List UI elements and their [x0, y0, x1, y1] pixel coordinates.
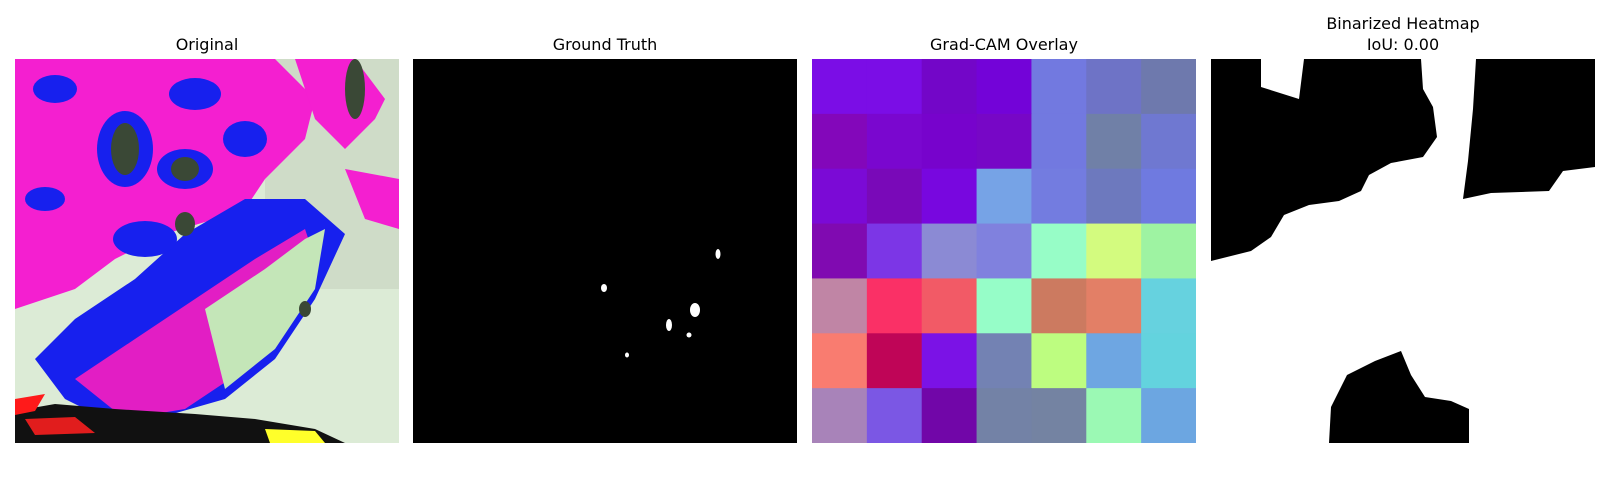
ground-truth-title-text: Ground Truth — [552, 35, 658, 54]
gradcam-cell-0-1 — [866, 59, 923, 115]
original-blue-spot-1 — [33, 75, 77, 103]
gradcam-cell-5-1 — [866, 333, 923, 389]
gradcam-cell-0-6 — [1141, 59, 1196, 115]
gradcam-cell-5-5 — [1086, 333, 1142, 389]
gradcam-cell-5-6 — [1141, 333, 1196, 389]
binarized-title-text: Binarized Heatmap — [1326, 14, 1480, 33]
mask-blob-3 — [690, 303, 700, 317]
gradcam-panel: Grad-CAM Overlay — [812, 0, 1196, 500]
gradcam-cell-0-2 — [921, 59, 978, 115]
gradcam-cell-0-3 — [976, 59, 1032, 115]
gradcam-cell-5-2 — [921, 333, 978, 389]
original-panel: Original — [15, 0, 399, 500]
binarized-heatmap — [1211, 59, 1595, 443]
binarized-region-top-right — [1463, 59, 1595, 199]
binarized-region-bottom — [1329, 351, 1469, 443]
gradcam-cell-3-1 — [866, 223, 923, 279]
gradcam-cell-6-1 — [866, 388, 923, 443]
gradcam-cell-1-0 — [812, 113, 868, 170]
gradcam-cell-3-6 — [1141, 223, 1196, 279]
original-dark-spot-2 — [171, 157, 199, 181]
mask-background — [413, 59, 797, 443]
gradcam-cell-1-3 — [976, 113, 1032, 170]
original-bottom-yellow — [265, 429, 325, 443]
original-image — [15, 59, 399, 443]
original-bottom-shadow — [15, 404, 345, 443]
gradcam-cell-6-3 — [976, 388, 1032, 443]
binarized-panel: Binarized Heatmap IoU: 0.00 — [1211, 0, 1595, 500]
original-dark-spot-4 — [175, 212, 195, 236]
original-dark-spot-3 — [345, 59, 365, 119]
gradcam-cell-2-1 — [866, 168, 923, 225]
gradcam-cell-3-0 — [812, 223, 868, 279]
gradcam-cell-2-0 — [812, 168, 868, 225]
original-title-text: Original — [175, 35, 239, 54]
binarized-region-top-left — [1211, 59, 1437, 261]
gradcam-cell-3-3 — [976, 223, 1032, 279]
gradcam-cell-1-2 — [921, 113, 978, 170]
mask-blob-4 — [666, 319, 672, 331]
gradcam-cell-5-3 — [976, 333, 1032, 389]
gradcam-cell-4-4 — [1031, 278, 1087, 334]
ground-truth-title: Ground Truth — [413, 34, 797, 55]
mask-blob-6 — [625, 352, 629, 358]
gradcam-cell-4-1 — [866, 278, 923, 334]
gradcam-cell-1-1 — [866, 113, 923, 170]
original-title: Original — [15, 34, 399, 55]
gradcam-cell-6-4 — [1031, 388, 1087, 443]
gradcam-cell-3-2 — [921, 223, 978, 279]
gradcam-cell-6-0 — [812, 388, 868, 443]
gradcam-cell-4-0 — [812, 278, 868, 334]
gradcam-cell-4-3 — [976, 278, 1032, 334]
binarized-title: Binarized Heatmap IoU: 0.00 — [1211, 13, 1595, 55]
gradcam-cell-6-5 — [1086, 388, 1142, 443]
gradcam-cell-5-0 — [812, 333, 868, 389]
gradcam-cell-6-6 — [1141, 388, 1196, 443]
gradcam-cell-3-4 — [1031, 223, 1087, 279]
gradcam-title: Grad-CAM Overlay — [812, 34, 1196, 55]
gradcam-cell-4-2 — [921, 278, 978, 334]
gradcam-cell-1-6 — [1141, 113, 1196, 170]
gradcam-cell-5-4 — [1031, 333, 1087, 389]
mask-blob-5 — [686, 332, 692, 338]
gradcam-cell-4-6 — [1141, 278, 1196, 334]
original-blue-spot-7 — [113, 221, 177, 257]
gradcam-cell-2-4 — [1031, 168, 1087, 225]
original-bottom-red — [15, 394, 45, 415]
gradcam-cell-4-5 — [1086, 278, 1142, 334]
original-blue-spot-6 — [25, 187, 65, 211]
gradcam-cell-2-2 — [921, 168, 978, 225]
gradcam-title-text: Grad-CAM Overlay — [930, 35, 1078, 54]
gradcam-cell-0-4 — [1031, 59, 1087, 115]
original-leaf-pale — [205, 229, 325, 389]
gradcam-cell-2-5 — [1086, 168, 1142, 225]
iou-label: IoU: 0.00 — [1366, 35, 1440, 54]
original-dark-spot-1 — [111, 123, 139, 175]
gradcam-cell-2-6 — [1141, 168, 1196, 225]
gradcam-overlay — [812, 59, 1196, 443]
gradcam-cell-6-2 — [921, 388, 978, 443]
original-blue-spot-4 — [169, 78, 221, 110]
mask-blob-2 — [601, 284, 607, 292]
gradcam-cell-0-0 — [812, 59, 868, 115]
gradcam-cell-1-5 — [1086, 113, 1142, 170]
mask-blob-1 — [715, 249, 721, 259]
original-bottom-red-2 — [25, 417, 95, 435]
ground-truth-mask — [413, 59, 797, 443]
gradcam-cell-0-5 — [1086, 59, 1142, 115]
original-blue-spot-5 — [223, 121, 267, 157]
original-dark-spot-5 — [299, 301, 311, 317]
original-magenta-right — [345, 169, 399, 229]
gradcam-cell-2-3 — [976, 168, 1032, 225]
gradcam-cell-3-5 — [1086, 223, 1142, 279]
gradcam-cell-1-4 — [1031, 113, 1087, 170]
ground-truth-panel: Ground Truth — [413, 0, 797, 500]
